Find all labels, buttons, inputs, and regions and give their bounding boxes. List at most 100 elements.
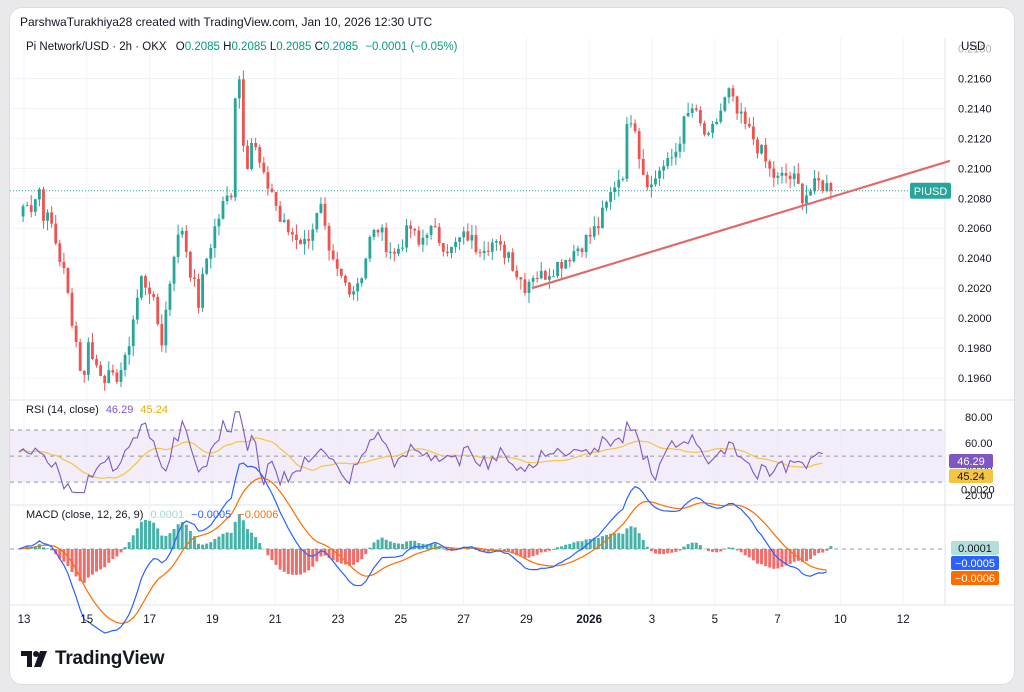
candle-body xyxy=(548,276,551,280)
macd-histogram-bar xyxy=(294,549,298,575)
candle-body xyxy=(233,98,237,198)
candle-body xyxy=(792,173,796,180)
candle-body xyxy=(209,247,213,259)
macd-histogram-bar xyxy=(609,533,613,549)
candle-body xyxy=(576,248,580,252)
candle-body xyxy=(246,145,249,169)
macd-hist-badge-label: 0.0001 xyxy=(958,543,992,555)
macd-histogram-bar xyxy=(115,549,119,557)
candle-body xyxy=(66,268,70,293)
macd-histogram-bar xyxy=(258,543,262,549)
chart-canvas[interactable]: PIUSD 0.1960 0.1980 0.2000 0.2020 0.2040 0.206… xyxy=(10,8,1014,684)
macd-histogram-bar xyxy=(527,549,531,558)
price-tick-label: 0.2040 xyxy=(958,253,992,265)
macd-histogram-bar xyxy=(217,536,221,549)
candle-body xyxy=(645,174,649,188)
macd-title: MACD (close, 12, 26, 9) xyxy=(26,509,144,521)
candle-body xyxy=(478,252,482,254)
tradingview-logo[interactable]: TradingView xyxy=(21,648,165,670)
macd-legend[interactable]: MACD (close, 12, 26, 9) 0.0001 −0.0005 −… xyxy=(26,509,278,521)
time-tick-label: 2026 xyxy=(576,614,602,626)
candle-body xyxy=(344,275,347,283)
creator-credit: ParshwaTurakhiya28 created with TradingV… xyxy=(20,15,433,29)
candle-body xyxy=(193,277,196,279)
macd-histogram-bar xyxy=(658,549,662,555)
macd-histogram-bar xyxy=(303,549,307,573)
macd-signal-badge-label: −0.0006 xyxy=(955,573,995,585)
candle-body xyxy=(666,158,670,167)
candle-body xyxy=(813,178,816,192)
macd-histogram-bar xyxy=(637,533,641,549)
macd-histogram-bar xyxy=(74,549,78,577)
macd-histogram-bar xyxy=(698,545,702,549)
macd-histogram-bar xyxy=(780,549,784,567)
candle-body xyxy=(523,279,527,293)
candle-body xyxy=(405,225,408,248)
macd-histogram-bar xyxy=(331,549,335,561)
macd-histogram-bar xyxy=(523,549,527,559)
macd-histogram-bar xyxy=(535,549,539,555)
macd-histogram-bar xyxy=(339,549,343,564)
macd-histogram-bar xyxy=(148,520,152,549)
macd-histogram-bar xyxy=(270,549,274,561)
macd-histogram-bar xyxy=(356,549,360,563)
candle-body xyxy=(372,229,376,237)
macd-signal-line xyxy=(18,477,827,625)
macd-histogram-bar xyxy=(143,520,147,549)
candle-body xyxy=(715,121,719,124)
currency-label[interactable]: USD xyxy=(961,41,986,53)
open-label: O xyxy=(175,41,185,53)
candle-body xyxy=(70,292,74,326)
candle-body xyxy=(352,291,355,295)
rsi-legend[interactable]: RSI (14, close) 46.29 45.24 xyxy=(26,404,168,416)
time-tick-label: 13 xyxy=(18,614,31,626)
candle-body xyxy=(601,207,604,229)
macd-histogram-bar xyxy=(621,533,625,549)
time-tick-label: 29 xyxy=(520,614,533,626)
macd-histogram-bar xyxy=(441,548,445,550)
macd-histogram-bar xyxy=(813,549,817,556)
macd-tick-label: 0.0020 xyxy=(961,485,995,497)
candle-body xyxy=(388,251,392,253)
macd-histogram-bar xyxy=(250,532,254,549)
macd-histogram-bar xyxy=(511,549,515,554)
macd-histogram-bar xyxy=(172,528,176,549)
candle-body xyxy=(531,278,535,282)
macd-histogram-bar xyxy=(829,546,833,549)
macd-histogram-bar xyxy=(625,528,629,549)
candle-body xyxy=(698,110,702,124)
macd-histogram-bar xyxy=(127,542,131,549)
candle-body xyxy=(33,199,37,212)
candle-body xyxy=(625,124,629,179)
price-tick-label: 0.2160 xyxy=(958,73,992,85)
candle-body xyxy=(197,278,200,308)
candle-body xyxy=(519,277,523,280)
candle-body xyxy=(776,175,780,178)
candle-body xyxy=(458,237,462,242)
candle-body xyxy=(707,132,710,135)
candle-body xyxy=(311,229,315,241)
candle-body xyxy=(229,195,233,198)
macd-histogram-bar xyxy=(564,544,568,549)
candle-body xyxy=(641,158,645,175)
symbol-legend[interactable]: Pi Network/USD · 2h · OKX O0.2085 H0.208… xyxy=(26,41,457,53)
change-value: −0.0001 (−0.05%) xyxy=(365,41,458,53)
candle-body xyxy=(421,237,425,245)
candle-body xyxy=(609,192,612,202)
time-tick-label: 3 xyxy=(649,614,655,626)
candle-body xyxy=(490,242,494,252)
candle-body xyxy=(213,226,217,248)
candle-body xyxy=(111,370,115,373)
candle-body xyxy=(731,88,735,97)
candle-body xyxy=(364,258,368,279)
macd-histogram-bar xyxy=(470,547,474,549)
rsi-value-badge xyxy=(949,453,993,468)
macd-histogram-bar xyxy=(417,542,421,549)
macd-histogram-bar xyxy=(764,549,768,567)
candle-body xyxy=(380,227,384,233)
candle-body xyxy=(95,358,98,366)
time-tick-label: 19 xyxy=(206,614,219,626)
candle-body xyxy=(135,297,139,320)
candle-body xyxy=(780,172,784,176)
macd-histogram-bar xyxy=(568,543,572,549)
